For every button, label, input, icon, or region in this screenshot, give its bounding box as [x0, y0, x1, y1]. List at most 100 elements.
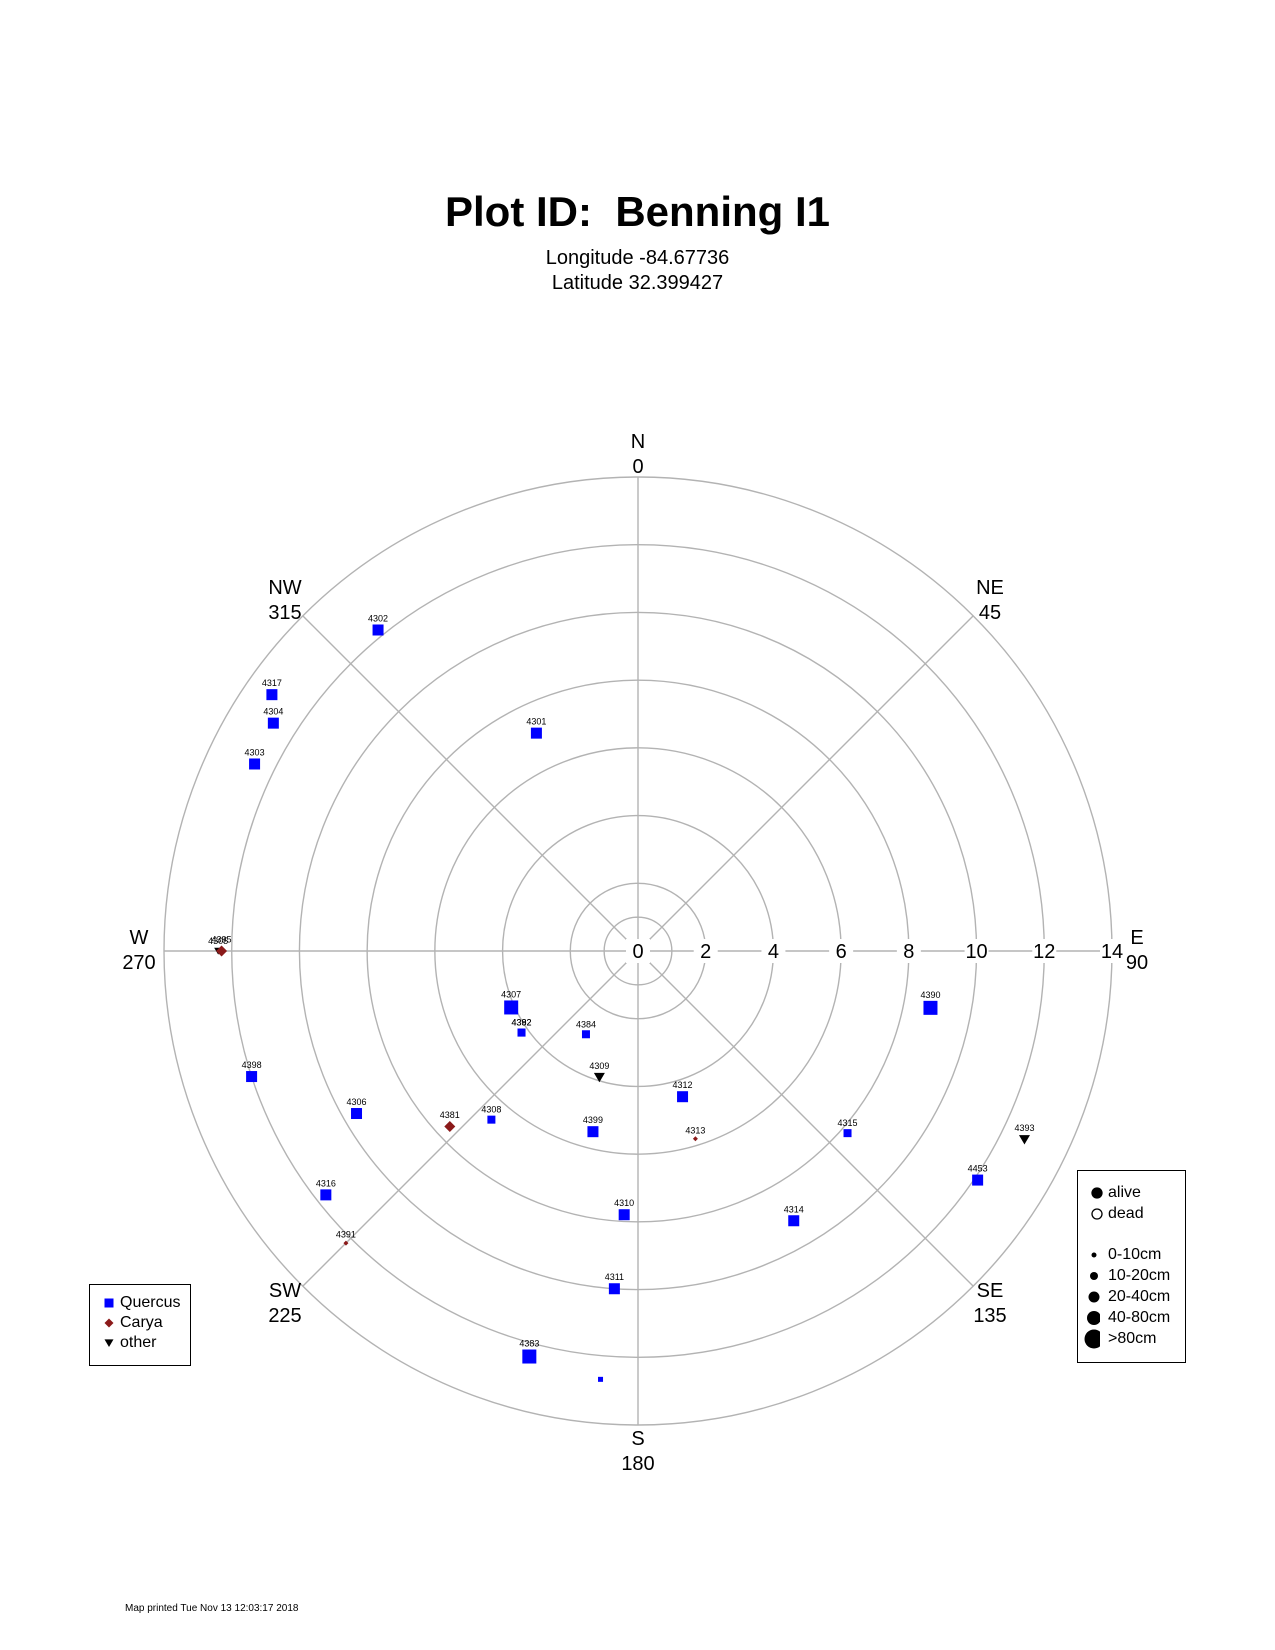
tick-label-bg [1100, 939, 1124, 963]
tree-id-label: 4304 [263, 707, 283, 717]
tree-marker [581, 1030, 590, 1039]
species-legend-item: Carya [90, 1313, 190, 1333]
direction-label: W [130, 927, 149, 949]
tree-id-label: 4390 [920, 990, 940, 1000]
tick-label-bg [896, 939, 921, 963]
tree-marker [608, 1283, 620, 1295]
size-circle-icon [1087, 1311, 1100, 1325]
legend-marker [104, 1298, 114, 1308]
axis-label-layer: 0 2 4 6 8 10 12 14 N 0 NE 45 E 90 SE 135 S 180 SW 225 W 270 NW… [122, 431, 1148, 1475]
radial-tick-label: 12 [1033, 941, 1055, 963]
tree-marker [843, 1129, 852, 1138]
print-timestamp: Map printed Tue Nov 13 12:03:17 2018 [125, 1603, 299, 1614]
tick-label-bg [829, 939, 854, 963]
tree-marker [598, 1376, 604, 1382]
open-circle-icon [1091, 1208, 1103, 1220]
radial-tick-label: 2 [700, 941, 711, 963]
species-legend-label: Quercus [120, 1294, 181, 1311]
tick-label-bg [1032, 939, 1057, 963]
size-legend-item: 40-80cm [1078, 1308, 1185, 1328]
legend-marker [1087, 1311, 1100, 1325]
status-legend-label: dead [1108, 1205, 1144, 1222]
tree-id-label: 4314 [784, 1204, 804, 1214]
tree-id-label: 4311 [605, 1272, 624, 1282]
radial-tick-label: 0 [632, 941, 643, 963]
direction-label: E [1130, 927, 1143, 949]
square-icon [104, 1298, 114, 1308]
tree-id-label: 4313 [685, 1125, 705, 1135]
tree-id-label: 4317 [262, 678, 282, 688]
size-circle-icon [1090, 1272, 1098, 1280]
tick-label-bg [761, 939, 786, 963]
size-legend-label: 10-20cm [1108, 1267, 1171, 1284]
legend-marker [1088, 1291, 1100, 1303]
legend-marker [104, 1318, 114, 1328]
direction-degrees: 45 [979, 602, 1001, 624]
direction-degrees: 135 [973, 1305, 1006, 1327]
status-legend-item: alive [1078, 1183, 1185, 1203]
tree-marker [618, 1209, 630, 1221]
filled-circle-icon [1091, 1187, 1103, 1199]
radial-tick-label: 10 [965, 941, 987, 963]
size-circle-icon [1088, 1291, 1100, 1303]
tree-id-label: 4384 [576, 1019, 596, 1029]
tree-marker [504, 1000, 519, 1015]
radial-tick-label: 4 [768, 941, 779, 963]
tree-marker [351, 1108, 363, 1120]
tree-marker [266, 689, 278, 701]
radial-tick-label: 6 [836, 941, 847, 963]
species-legend-item: other [90, 1333, 190, 1353]
direction-label: SE [977, 1280, 1004, 1302]
tree-id-label: 4316 [316, 1178, 336, 1188]
spoke-se [637, 950, 974, 1287]
tree-id-label: 4383 [519, 1339, 539, 1349]
species-legend-label: other [120, 1334, 157, 1351]
legend-marker [1091, 1252, 1097, 1258]
radial-tick-label: 8 [903, 941, 914, 963]
status-legend-label: alive [1108, 1184, 1141, 1201]
radial-tick-label: 14 [1101, 941, 1123, 963]
tree-id-label: 4308 [481, 1105, 501, 1115]
tree-marker [677, 1091, 689, 1103]
tree-marker [692, 1136, 698, 1142]
tree-id-label: 4382 [512, 1018, 532, 1028]
tree-id-label: 4312 [673, 1080, 693, 1090]
tick-label-bg [626, 939, 650, 963]
tree-id-label: 4399 [583, 1115, 603, 1125]
tree-id-label: 4306 [347, 1097, 367, 1107]
tree-id-label: 4381 [440, 1110, 460, 1120]
tree-marker [246, 1071, 258, 1083]
tree-id-label: 4393 [1014, 1123, 1034, 1133]
tree-marker [972, 1174, 984, 1186]
diamond-icon [104, 1318, 114, 1328]
tree-marker [593, 1072, 605, 1083]
tree-id-label: 4453 [968, 1164, 988, 1174]
size-legend-item: >80cm [1078, 1329, 1185, 1349]
tree-marker [249, 758, 261, 770]
size-circle-icon [1084, 1329, 1100, 1349]
direction-degrees: 180 [621, 1453, 654, 1475]
tree-id-label: 4310 [614, 1198, 634, 1208]
tree-marker [587, 1126, 599, 1138]
size-legend-item: 10-20cm [1078, 1266, 1185, 1286]
size-legend-label: 40-80cm [1108, 1309, 1171, 1326]
direction-degrees: 225 [268, 1305, 301, 1327]
direction-degrees: 90 [1126, 952, 1148, 974]
direction-degrees: 0 [632, 456, 643, 478]
tree-id-label: 4309 [589, 1061, 609, 1071]
tree-id-label: 4398 [242, 1060, 262, 1070]
species-legend-label: Carya [120, 1314, 163, 1331]
tree-marker [267, 717, 279, 729]
longitude-label: Longitude -84.67736 [545, 247, 730, 269]
tree-id-label: 4392 [512, 1018, 532, 1028]
direction-label: S [631, 1428, 644, 1450]
direction-label: SW [269, 1280, 301, 1302]
tree-id-label: 4302 [368, 613, 388, 623]
direction-degrees: 270 [122, 952, 155, 974]
tree-marker [923, 1000, 938, 1015]
status-size-legend: alive dead 0-10cm 10-20cm 20-40cm 40-80cm >80c… [1077, 1170, 1186, 1363]
species-legend-item: Quercus [90, 1293, 190, 1313]
latitude-label: Latitude 32.399427 [551, 272, 724, 294]
